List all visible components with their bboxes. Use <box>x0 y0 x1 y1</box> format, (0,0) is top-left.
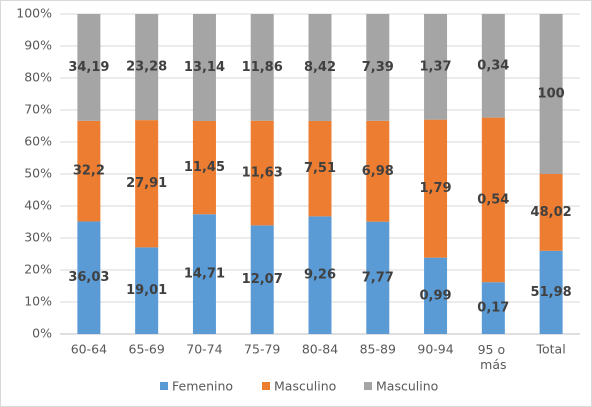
bar-segment <box>135 247 159 334</box>
data-label: 27,91 <box>126 176 167 191</box>
bar-segment <box>308 120 332 217</box>
y-tick-label: 50% <box>24 166 52 181</box>
bar-segment <box>481 117 505 283</box>
data-label: 11,63 <box>242 166 283 181</box>
data-label: 23,28 <box>126 60 167 75</box>
bar-segment <box>135 120 159 248</box>
data-label: 6,98 <box>362 164 394 179</box>
y-tick-label: 60% <box>24 134 52 149</box>
data-label: 12,07 <box>242 272 283 287</box>
bar-segment <box>366 14 390 121</box>
x-tick-label: 80-84 <box>302 342 338 357</box>
bar-segment <box>539 250 563 334</box>
legend-label: Masculino <box>376 379 438 394</box>
bar-segment <box>250 225 274 334</box>
data-label: 100 <box>538 87 565 102</box>
y-tick-label: 90% <box>24 38 52 53</box>
x-tick-label: 95 o más <box>478 342 510 372</box>
data-label: 9,26 <box>304 268 336 283</box>
bar-segment <box>366 221 390 334</box>
x-tick-label: 90-94 <box>417 342 453 357</box>
y-tick-label: 0% <box>32 326 52 341</box>
y-tick-label: 70% <box>24 102 52 117</box>
y-tick-label: 10% <box>24 294 52 309</box>
data-label: 11,86 <box>242 60 283 75</box>
legend-swatch <box>160 382 168 390</box>
bar-segment <box>424 14 448 120</box>
data-label: 14,71 <box>184 267 225 282</box>
data-label: 51,98 <box>531 285 572 300</box>
data-label: 7,77 <box>362 270 394 285</box>
bar-segment <box>192 14 216 121</box>
x-tick-label: 75-79 <box>244 342 280 357</box>
x-tick-label: 85-89 <box>360 342 396 357</box>
bar-segment <box>424 257 448 334</box>
data-label: 8,42 <box>304 60 336 75</box>
x-tick-label: 70-74 <box>186 342 222 357</box>
legend-label: Femenino <box>172 379 233 394</box>
data-label: 11,45 <box>184 160 225 175</box>
data-label: 19,01 <box>126 283 167 298</box>
data-label: 1,37 <box>420 59 452 74</box>
data-label: 7,39 <box>362 60 394 75</box>
data-label: 0,34 <box>477 58 509 73</box>
y-tick-label: 80% <box>24 70 52 85</box>
y-tick-label: 30% <box>24 230 52 245</box>
bar-segment <box>250 120 274 226</box>
x-tick-label: Total <box>536 342 566 357</box>
bar-segment <box>539 14 563 174</box>
bar-segment <box>192 214 216 334</box>
data-label: 48,02 <box>531 205 572 220</box>
data-label: 13,14 <box>184 60 225 75</box>
y-tick-label: 20% <box>24 262 52 277</box>
bar-segment <box>77 14 101 121</box>
x-tick-label: 60-64 <box>71 342 107 357</box>
legend-label: Masculino <box>274 379 336 394</box>
legend-swatch <box>262 382 270 390</box>
bar-segment <box>250 14 274 121</box>
data-label: 1,79 <box>420 181 452 196</box>
x-tick-label: 65-69 <box>129 342 165 357</box>
data-label: 0,17 <box>477 301 509 316</box>
bar-segment <box>481 14 505 118</box>
bar-segment <box>481 282 505 334</box>
data-label: 34,19 <box>68 60 109 75</box>
y-tick-label: 100% <box>16 6 52 21</box>
data-label: 0,54 <box>477 192 509 207</box>
legend-swatch <box>364 382 372 390</box>
data-label: 32,2 <box>73 164 105 179</box>
bar-segment <box>192 120 216 215</box>
bar-segment <box>308 216 332 334</box>
y-tick-label: 40% <box>24 198 52 213</box>
data-label: 0,99 <box>420 288 452 303</box>
bar-segment <box>77 221 101 334</box>
bar-segment <box>135 14 159 121</box>
data-label: 7,51 <box>304 161 336 176</box>
bar-segment <box>308 14 332 121</box>
bar-segment <box>424 119 448 258</box>
data-label: 36,03 <box>68 270 109 285</box>
bar-segment <box>77 120 101 222</box>
bar-segment <box>539 174 563 251</box>
bar-segment <box>366 120 390 222</box>
